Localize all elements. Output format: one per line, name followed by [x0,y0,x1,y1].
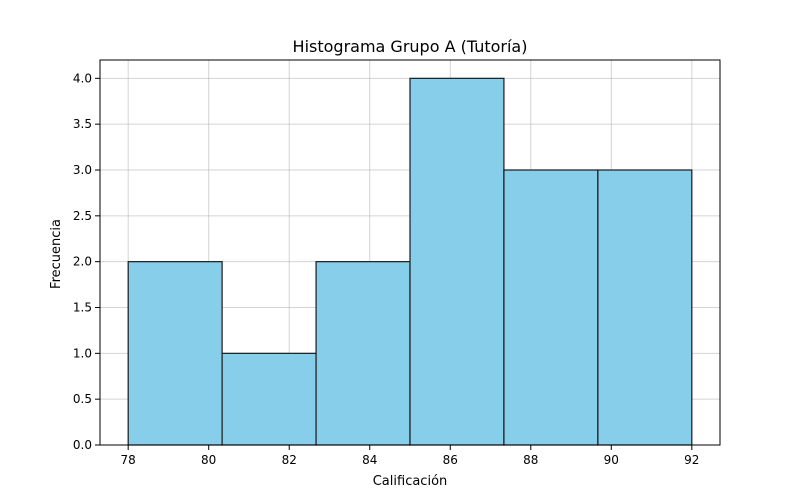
histogram-bar [409,77,505,446]
y-tick-label: 2.0 [73,255,92,269]
x-tick-label: 92 [684,453,699,467]
x-tick-label: 78 [121,453,136,467]
y-axis-label: Frecuencia [49,219,64,289]
y-tick-label: 2.5 [73,209,92,223]
y-tick-label: 1.5 [73,301,92,315]
x-tick-label: 84 [362,453,377,467]
y-tick-label: 3.0 [73,163,92,177]
histogram-bar [221,352,317,446]
x-tick-label: 82 [282,453,297,467]
histogram-bar [127,261,223,446]
histogram-bar [315,261,411,446]
histogram-bar [503,169,599,446]
x-tick-label: 86 [443,453,458,467]
y-tick-label: 0.5 [73,392,92,406]
y-tick-label: 4.0 [73,71,92,85]
histogram-bar [597,169,693,446]
ticks: 78 80 82 84 86 88 90 92 0.0 0.5 1.0 1.5 2.0 2.5 3.0 3.5… [73,71,700,467]
y-tick-label: 0.0 [73,438,92,452]
y-tick-label: 1.0 [73,346,92,360]
axes [99,59,721,446]
plot-frame [99,59,721,446]
x-tick-label: 88 [523,453,538,467]
x-tick-label: 80 [201,453,216,467]
bars [127,77,693,446]
x-tick-label: 90 [604,453,619,467]
y-tick-label: 3.5 [73,117,92,131]
chart-title: Histograma Grupo A (Tutoría) [293,37,528,56]
x-axis-label: Calificación [373,474,448,489]
